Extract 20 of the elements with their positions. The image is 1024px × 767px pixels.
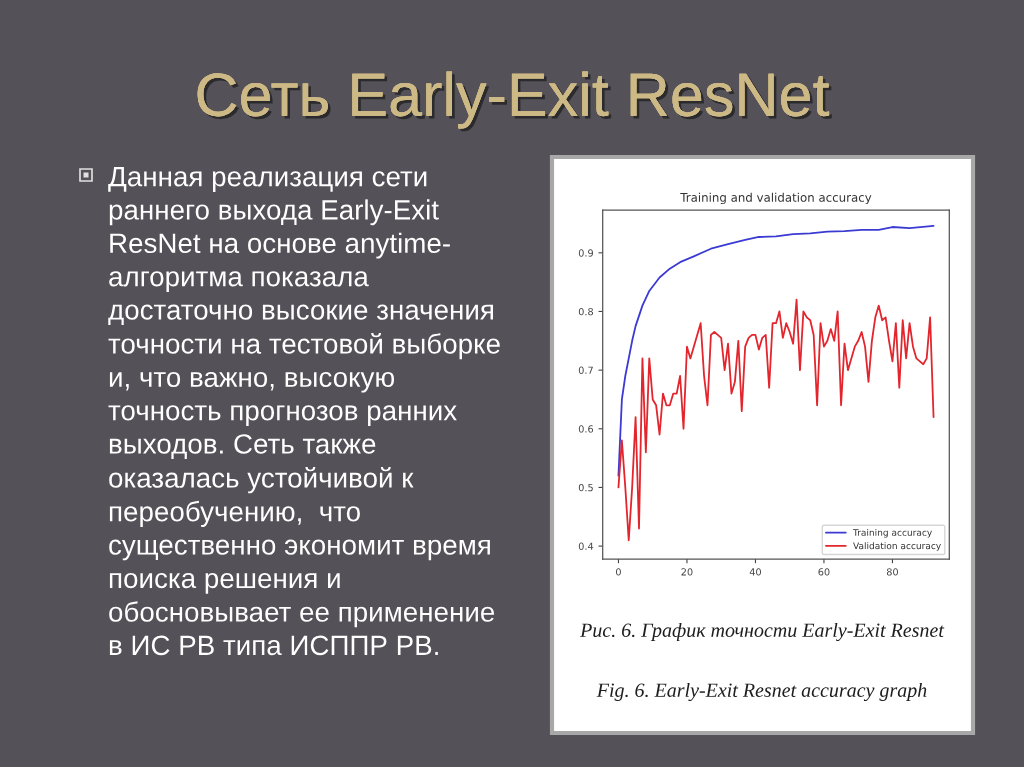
x-tick-label: 40 [749,568,761,576]
line-series [617,298,935,542]
x-tick-label: 60 [818,568,830,576]
text: Рис. 6. График точности Early-Exit Resnet [580,622,945,642]
x-tick-label: 80 [886,568,898,576]
x-tick-label: 20 [681,568,693,576]
y-tick-label: 0.5 [578,483,593,492]
line-series [617,224,935,477]
y-tick-label: 0.8 [578,307,594,316]
y-tick-label: 0.6 [578,425,594,433]
legend-label: Training accuracy [852,528,932,538]
y-tick-label: 0.9 [578,249,593,257]
y-tick-label: 0.7 [578,366,593,374]
text: Данная реализация сети раннего выхода Early-Exit ResNet на основе anytime- алгоритма показала достаточно высокие значения точности на тестовой выборке и, что важно, высокую точность прогнозов ранних выходов. Сеть также оказалась устойчивой к переобучению, что существенно экономит время поиска решения и обосновывает ее применение в ИС РВ типа ИСППР РВ. [108,167,500,656]
caption: Fig. 6. Early-Exit Resnet accuracy graph [596,682,927,702]
chart-title: Training and validation accuracy [680,192,872,205]
legend-label: Validation accuracy [853,542,941,551]
x-tick-label: 0 [616,568,621,576]
text: Сеть Early-Exit ResNet [197,71,832,132]
y-tick-label: 0.4 [578,542,594,550]
